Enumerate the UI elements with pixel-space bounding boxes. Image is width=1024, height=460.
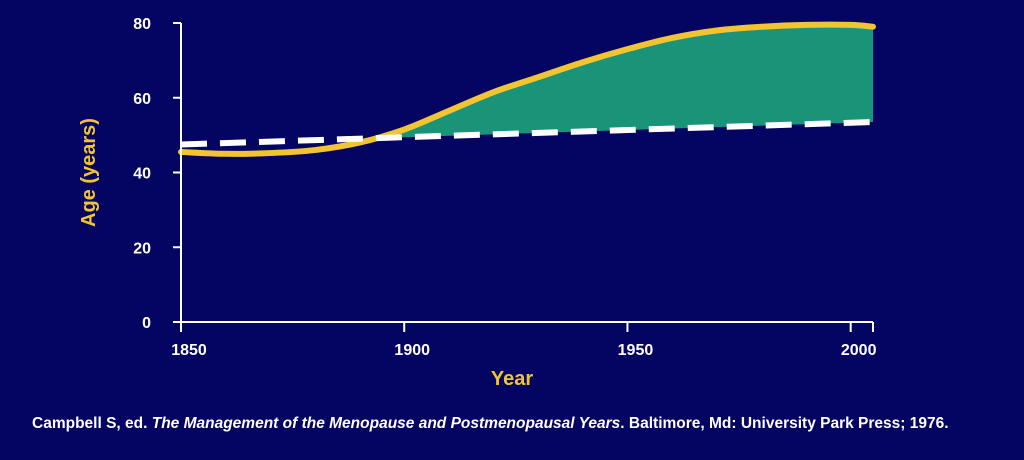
shaded-gain-region [374, 24, 873, 139]
y-tick-label: 80 [133, 16, 151, 33]
x-axis-title: Year [491, 368, 533, 390]
life-expectancy-chart: 0 20 40 60 80 1850 1900 1950 2000 Year Age (year… [78, 16, 877, 390]
citation-book-title: The Management of the Menopause and Post… [151, 415, 621, 432]
citation: Campbell S, ed. The Management of the Me… [32, 414, 1012, 434]
citation-prefix: Campbell S, ed. [32, 415, 152, 432]
x-tick-label: 2000 [841, 342, 877, 359]
x-tick-label: 1850 [171, 342, 207, 359]
y-tick-label: 20 [133, 240, 151, 257]
y-tick-label: 40 [133, 166, 151, 183]
x-tick-label: 1950 [618, 342, 654, 359]
y-tick-label: 60 [133, 91, 151, 108]
y-axis-title: Age (years) [78, 118, 100, 227]
x-tick-label: 1900 [394, 342, 430, 359]
series-solid-line [178, 21, 876, 157]
y-tick-label: 0 [142, 315, 151, 332]
citation-suffix: . Baltimore, Md: University Park Press; … [620, 415, 949, 432]
